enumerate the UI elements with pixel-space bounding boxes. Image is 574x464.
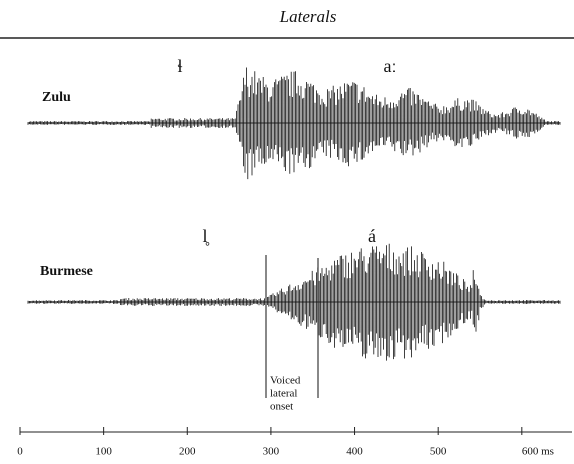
segment-label: aː: [384, 56, 397, 76]
tick-label: 600 ms: [522, 446, 554, 458]
annotation: Voiced: [270, 375, 301, 387]
annotation: lateral: [270, 388, 297, 400]
segment-label: l̥: [202, 226, 209, 246]
figure-title: Laterals: [279, 7, 337, 26]
tick-label: 0: [17, 446, 23, 458]
tick-label: 300: [263, 446, 280, 458]
row-label: Zulu: [42, 90, 71, 105]
segment-label: ɬ: [177, 56, 182, 76]
annotation: onset: [270, 401, 293, 413]
tick-label: 500: [430, 446, 447, 458]
waveform: [27, 67, 561, 180]
tick-label: 200: [179, 446, 196, 458]
waveform: [27, 243, 561, 361]
tick-label: 100: [95, 446, 112, 458]
row-label: Burmese: [40, 264, 93, 279]
tick-label: 400: [346, 446, 363, 458]
segment-label: á: [368, 226, 376, 246]
